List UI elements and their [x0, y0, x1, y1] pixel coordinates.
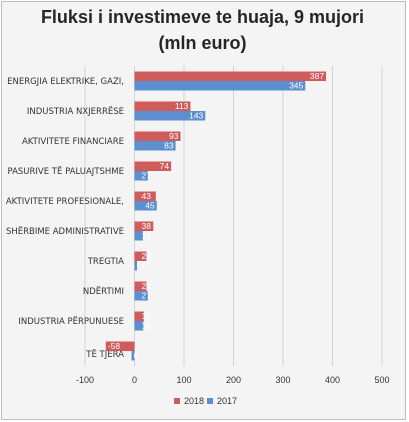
- bar-2018: [134, 221, 154, 231]
- bar-2017: [134, 111, 206, 121]
- bar-2017: [134, 231, 143, 241]
- data-label-2017: 45: [145, 201, 155, 211]
- category-label: AKTIVITETE FINANCIARE: [22, 137, 124, 147]
- bar-2017: [134, 201, 157, 211]
- data-label-2018: -58: [108, 341, 121, 351]
- data-label-2018: 93: [169, 131, 179, 141]
- bar-2017: [134, 141, 176, 151]
- bar-2018: [134, 251, 147, 261]
- category-label: TË TJERA: [85, 349, 124, 360]
- data-label-2017: 27: [142, 171, 152, 181]
- data-label-2018: 387: [310, 71, 324, 81]
- x-tick-label: 300: [275, 375, 290, 385]
- x-tick-label: 0: [132, 375, 137, 385]
- legend-label-2017: 2017: [217, 396, 237, 406]
- category-label: INDUSTRIA PËRPUNUESE: [18, 316, 124, 327]
- category-label: ENERGJIA ELEKTRIKE, GAZI,: [7, 77, 124, 87]
- data-label-2018: 38: [142, 221, 152, 231]
- bar-2017: [134, 171, 148, 181]
- bar-2018: [134, 71, 327, 81]
- bar-2018: [134, 161, 172, 171]
- bar-2017: [134, 81, 306, 91]
- x-tick-label: 500: [374, 375, 389, 385]
- data-label-2018: 113: [175, 101, 189, 111]
- data-label-2017: 345: [289, 81, 303, 91]
- data-label-2017: 6: [134, 351, 139, 361]
- category-label: NDËRTIMI: [83, 286, 124, 297]
- data-label-2017: 17: [142, 231, 152, 241]
- bar-2018: [134, 281, 147, 291]
- data-label-2017: 83: [164, 141, 174, 151]
- category-label: INDUSTRIA NXJERRËSE: [27, 106, 124, 117]
- data-label-2017: 27: [142, 291, 152, 301]
- bar-2018: [134, 311, 144, 321]
- bar-2018: [134, 131, 181, 141]
- legend-label-2018: 2018: [184, 396, 204, 406]
- data-label-2017: 143: [189, 111, 203, 121]
- category-label: SHËRBIME ADMINISTRATIVE: [6, 226, 124, 237]
- data-label-2018: 24: [142, 251, 152, 261]
- category-label: TREGTIA: [87, 257, 124, 267]
- category-label: PASURIVE TË PALUAJTSHME: [7, 166, 124, 177]
- x-tick-label: 100: [176, 375, 191, 385]
- data-label-2018: 74: [160, 161, 170, 171]
- x-tick-label: 200: [226, 375, 241, 385]
- chart-title: Fluksi i investimeve te huaja, 9 mujori …: [40, 7, 365, 53]
- data-label-2017: 5: [142, 261, 147, 271]
- data-label-2018: 43: [142, 191, 152, 201]
- legend-swatch-2018: [174, 398, 180, 404]
- data-label-2018: 24: [142, 281, 152, 291]
- bar-2018: [134, 191, 156, 201]
- legend-swatch-2017: [207, 398, 213, 404]
- bar-2017: [131, 351, 135, 361]
- x-tick-label: -100: [76, 375, 94, 385]
- bar-2018: [105, 341, 135, 351]
- bar-2017: [134, 321, 144, 331]
- data-label-2017: 18: [142, 321, 152, 331]
- data-label-2018: 19: [142, 311, 152, 321]
- category-label: AKTIVITETE PROFESIONALE,: [6, 197, 124, 207]
- bar-2017: [134, 261, 137, 271]
- x-tick-label: 400: [325, 375, 340, 385]
- bar-2017: [134, 291, 148, 301]
- bar-2018: [134, 101, 191, 111]
